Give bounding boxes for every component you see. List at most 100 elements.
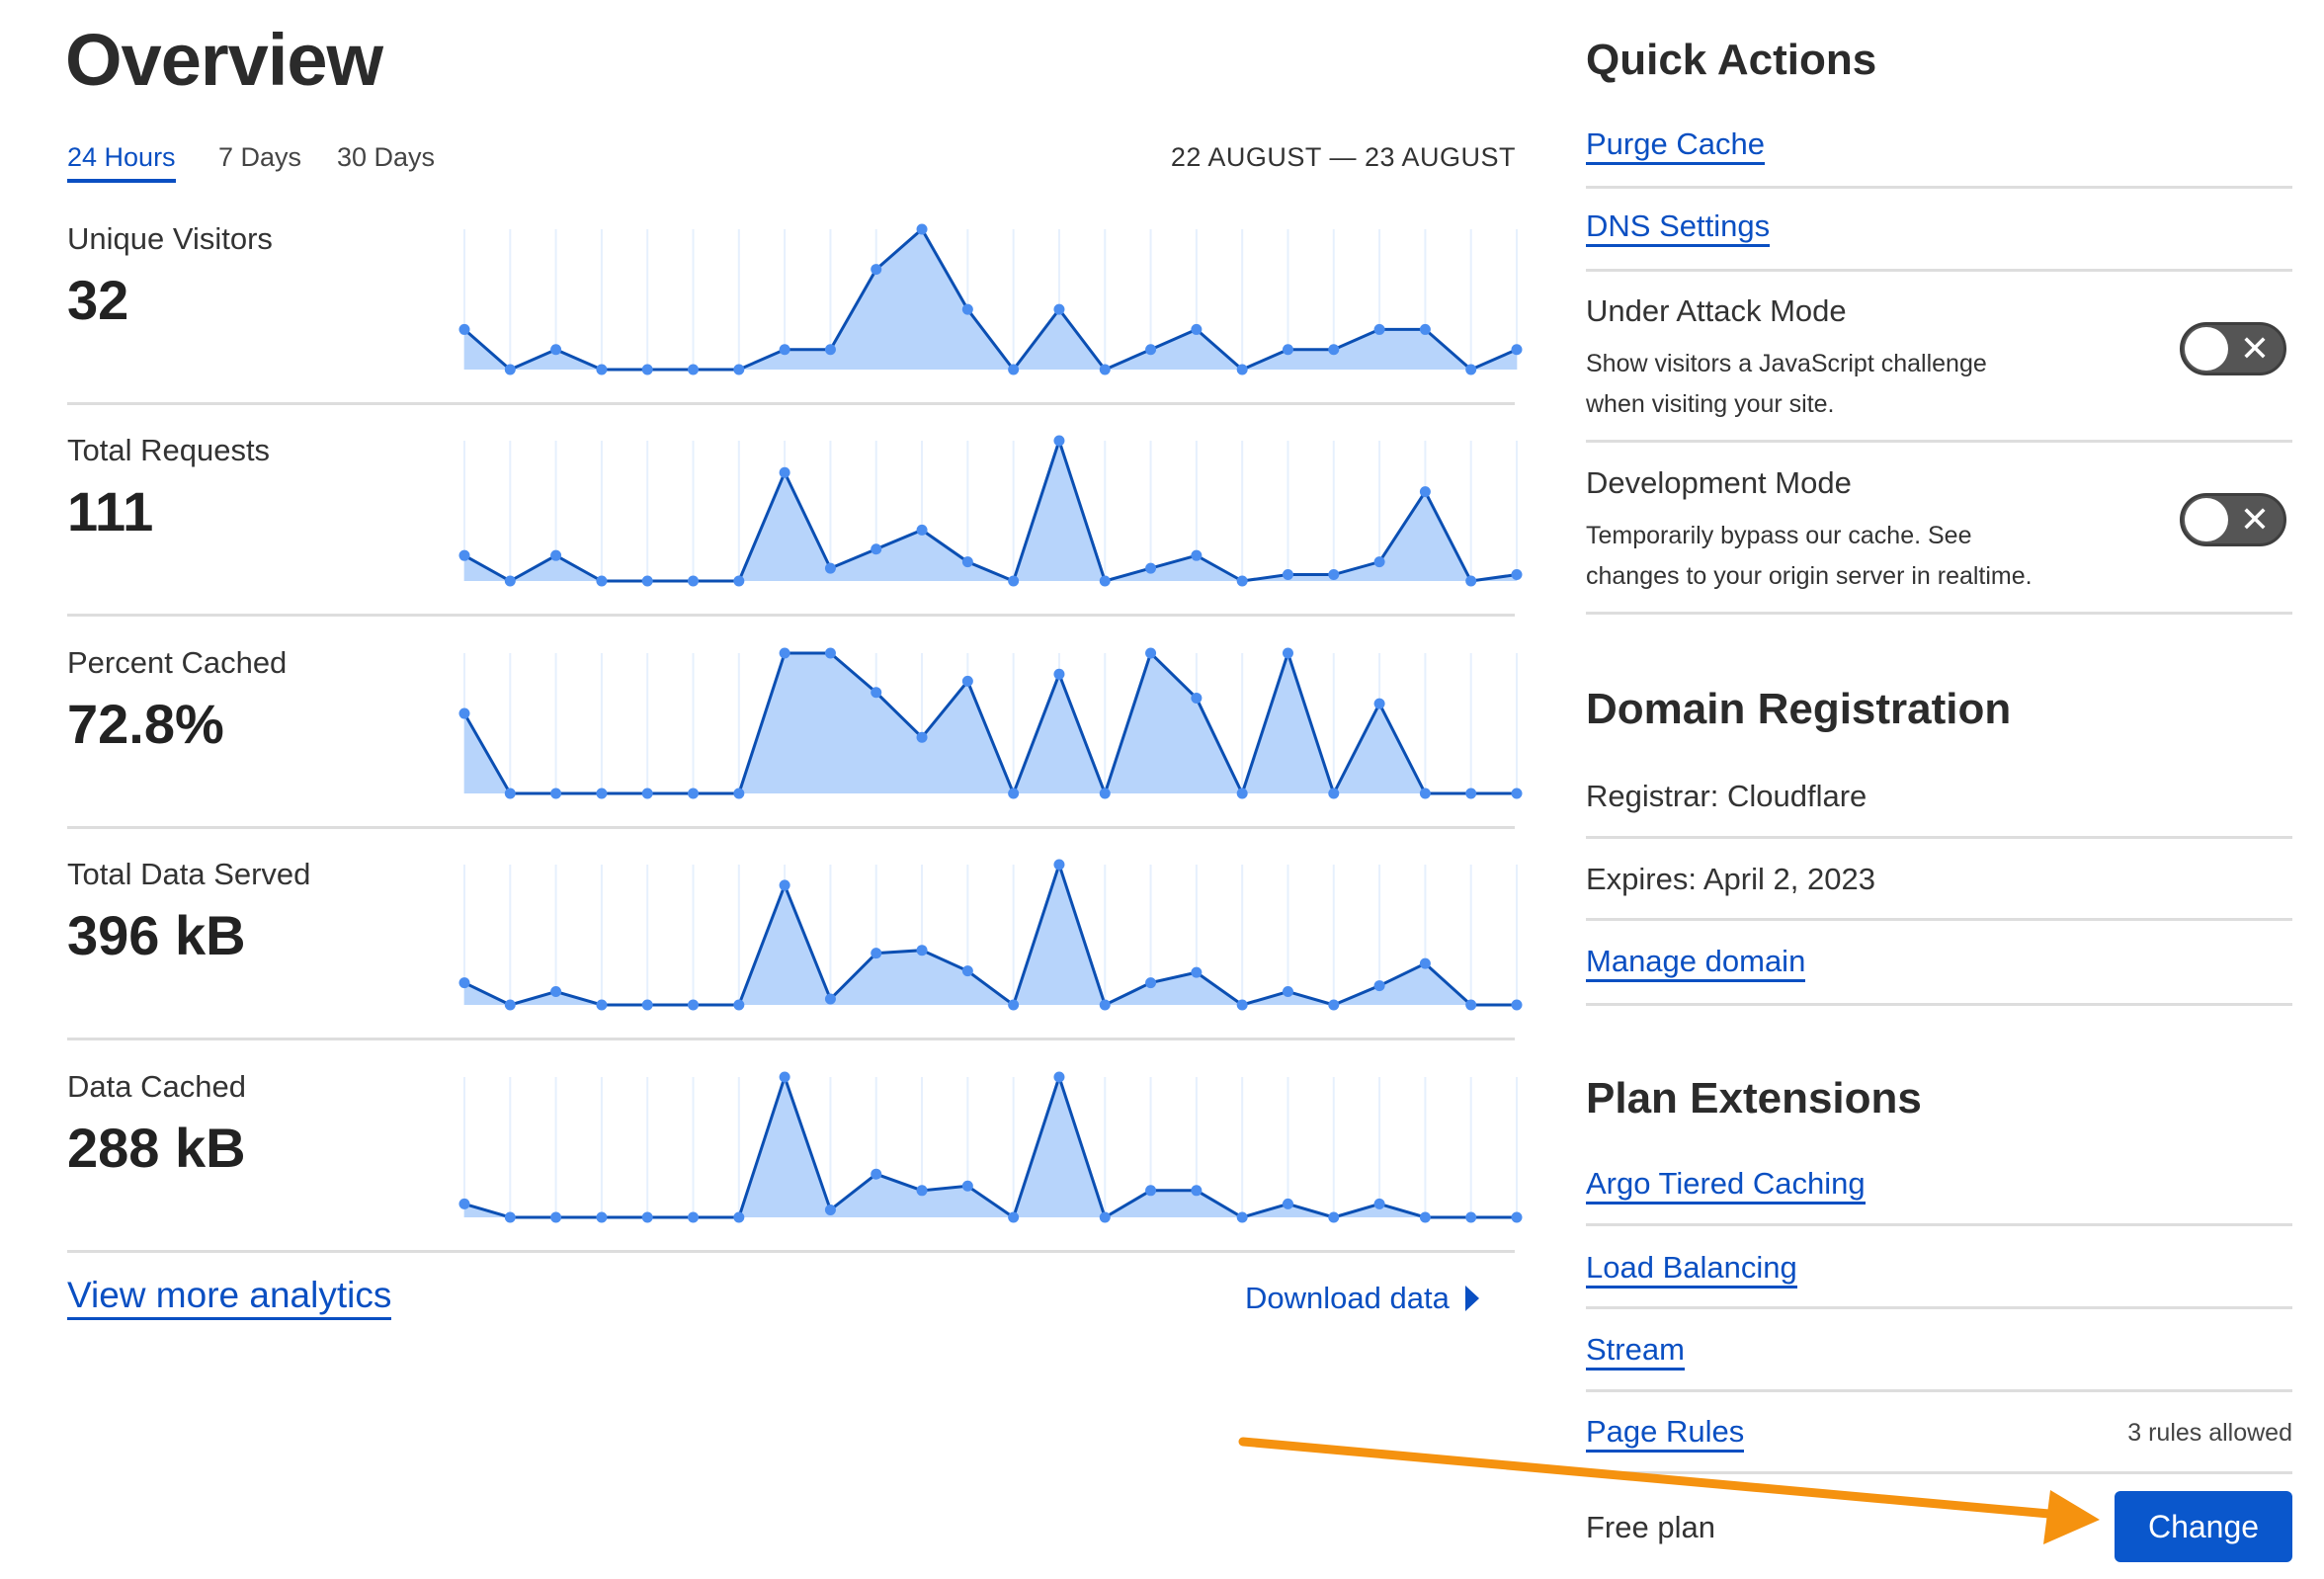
sparkline-point <box>1465 1211 1477 1223</box>
sparkline-point <box>641 364 653 375</box>
divider <box>1586 612 2292 615</box>
divider <box>1586 918 2292 921</box>
sparkline-point <box>1419 1211 1431 1223</box>
sparkline-point <box>1328 344 1340 356</box>
development-mode-title: Development Mode <box>1586 465 1852 500</box>
plan-extensions-heading: Plan Extensions <box>1586 1074 1922 1122</box>
sparkline-line <box>463 226 1518 373</box>
manage-domain-link[interactable]: Manage domain <box>1586 944 1806 982</box>
tab-7-days[interactable]: 7 Days <box>218 142 302 172</box>
sparkline-point <box>1053 1071 1065 1083</box>
sparkline-point <box>550 788 562 799</box>
sparkline-point <box>1282 1198 1293 1209</box>
sparkline-point <box>458 977 470 989</box>
sparkline-chart <box>458 223 1523 375</box>
sparkline-point <box>688 575 700 587</box>
sparkline-point <box>641 999 653 1011</box>
expires-text: Expires: April 2, 2023 <box>1586 862 1875 896</box>
sparkline-point <box>1511 569 1523 581</box>
sparkline-point <box>824 344 836 356</box>
sparkline-point <box>550 344 562 356</box>
argo-tiered-caching-link[interactable]: Argo Tiered Caching <box>1586 1166 1866 1205</box>
desc-line: when visiting your site. <box>1586 390 1835 418</box>
dns-settings-link[interactable]: DNS Settings <box>1586 208 1771 247</box>
change-plan-button[interactable]: Change <box>2115 1491 2292 1562</box>
sparkline-point <box>1053 668 1065 680</box>
sparkline-point <box>596 788 608 799</box>
development-mode-description: Temporarily bypass our cache. See change… <box>1586 516 2033 597</box>
sparkline-point <box>824 562 836 574</box>
purge-cache-link[interactable]: Purge Cache <box>1586 126 1765 165</box>
sparkline-point <box>458 549 470 561</box>
toggle-knob <box>2185 498 2228 541</box>
tab-24-hours[interactable]: 24 Hours <box>67 142 176 183</box>
sparkline-point <box>1282 647 1293 659</box>
sparkline-point <box>641 575 653 587</box>
divider <box>1586 1471 2292 1474</box>
sparkline-point <box>1328 569 1340 581</box>
sparkline-point <box>1099 999 1111 1011</box>
sparkline-point <box>1099 1211 1111 1223</box>
sparkline-point <box>1373 698 1385 709</box>
under-attack-mode-toggle[interactable]: ✕ <box>2180 322 2286 375</box>
sparkline-point <box>504 1211 516 1223</box>
sparkline-point <box>961 675 973 687</box>
page-title: Overview <box>65 19 383 101</box>
sparkline-point <box>504 999 516 1011</box>
metric-value: 32 <box>67 269 129 331</box>
sparkline-point <box>1053 435 1065 447</box>
page-rules-link[interactable]: Page Rules <box>1586 1414 1745 1453</box>
tab-30-days[interactable]: 30 Days <box>337 142 436 172</box>
sparkline-point <box>824 1204 836 1215</box>
sparkline-point <box>1465 788 1477 799</box>
sparkline-point <box>733 999 745 1011</box>
development-mode-toggle[interactable]: ✕ <box>2180 493 2286 546</box>
sparkline-point <box>779 879 790 891</box>
metric-row: Total Data Served 396 kB <box>67 829 1523 1040</box>
sparkline-point <box>641 1211 653 1223</box>
sparkline-point <box>1099 788 1111 799</box>
load-balancing-link[interactable]: Load Balancing <box>1586 1250 1797 1288</box>
sparkline-chart <box>458 1071 1523 1223</box>
sparkline-line <box>463 436 1518 584</box>
sparkline-point <box>1099 575 1111 587</box>
sparkline-point <box>1008 364 1020 375</box>
sparkline-point <box>871 543 882 555</box>
sparkline-point <box>550 549 562 561</box>
sparkline-point <box>1419 486 1431 498</box>
sparkline-point <box>961 1180 973 1192</box>
download-data-button[interactable]: Download data <box>1245 1281 1479 1316</box>
sparkline-point <box>779 647 790 659</box>
sparkline-point <box>1191 323 1203 335</box>
toggle-knob <box>2185 327 2228 371</box>
sparkline-point <box>824 993 836 1005</box>
sparkline-point <box>1236 788 1248 799</box>
sparkline-point <box>504 788 516 799</box>
metric-label: Data Cached <box>67 1069 246 1104</box>
quick-actions-heading: Quick Actions <box>1586 36 1877 84</box>
divider <box>1586 269 2292 272</box>
metric-label: Total Data Served <box>67 857 311 891</box>
sparkline-point <box>1145 562 1157 574</box>
desc-line: changes to your origin server in realtim… <box>1586 562 2033 590</box>
sparkline-point <box>733 575 745 587</box>
sparkline-point <box>1373 323 1385 335</box>
sparkline-point <box>596 364 608 375</box>
divider <box>1586 1389 2292 1392</box>
sparkline-point <box>779 1071 790 1083</box>
close-x-icon: ✕ <box>2239 328 2270 369</box>
metric-row: Unique Visitors 32 <box>67 194 1523 405</box>
sparkline-point <box>1282 344 1293 356</box>
sparkline-point <box>688 1211 700 1223</box>
sparkline-point <box>916 945 928 956</box>
sparkline-point <box>1053 303 1065 315</box>
metric-label: Percent Cached <box>67 645 288 680</box>
sparkline-point <box>550 986 562 998</box>
sparkline-area <box>464 865 1517 1005</box>
sparkline-point <box>1373 980 1385 992</box>
sparkline-chart <box>458 859 1523 1011</box>
view-more-analytics-link[interactable]: View more analytics <box>67 1275 392 1320</box>
sparkline-point <box>1419 788 1431 799</box>
stream-link[interactable]: Stream <box>1586 1332 1685 1371</box>
sparkline-point <box>550 1211 562 1223</box>
